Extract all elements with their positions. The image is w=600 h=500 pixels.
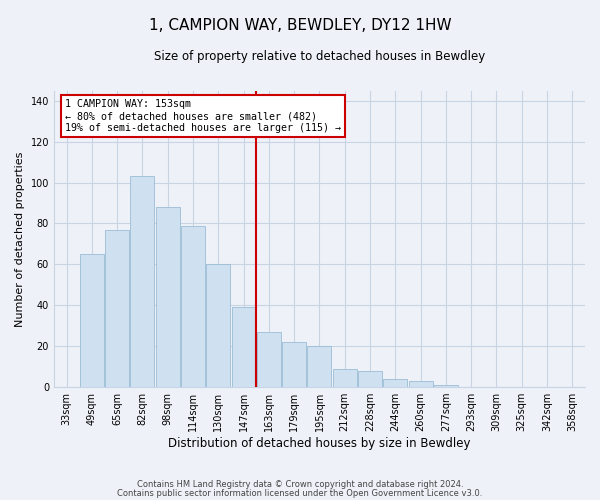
Bar [80,254,104,387]
Bar [206,264,230,387]
Bar [282,342,306,387]
Bar [409,381,433,387]
Y-axis label: Number of detached properties: Number of detached properties [15,151,25,326]
Title: Size of property relative to detached houses in Bewdley: Size of property relative to detached ho… [154,50,485,63]
Bar [358,370,382,387]
Bar [383,379,407,387]
Bar [333,368,357,387]
Bar [181,226,205,387]
Text: Contains HM Land Registry data © Crown copyright and database right 2024.: Contains HM Land Registry data © Crown c… [137,480,463,489]
Text: Contains public sector information licensed under the Open Government Licence v3: Contains public sector information licen… [118,488,482,498]
Bar [307,346,331,387]
Text: 1 CAMPION WAY: 153sqm
← 80% of detached houses are smaller (482)
19% of semi-det: 1 CAMPION WAY: 153sqm ← 80% of detached … [65,100,341,132]
Bar [257,332,281,387]
X-axis label: Distribution of detached houses by size in Bewdley: Distribution of detached houses by size … [168,437,471,450]
Text: 1, CAMPION WAY, BEWDLEY, DY12 1HW: 1, CAMPION WAY, BEWDLEY, DY12 1HW [149,18,451,32]
Bar [156,207,180,387]
Bar [232,308,256,387]
Bar [434,385,458,387]
Bar [130,176,154,387]
Bar [105,230,129,387]
